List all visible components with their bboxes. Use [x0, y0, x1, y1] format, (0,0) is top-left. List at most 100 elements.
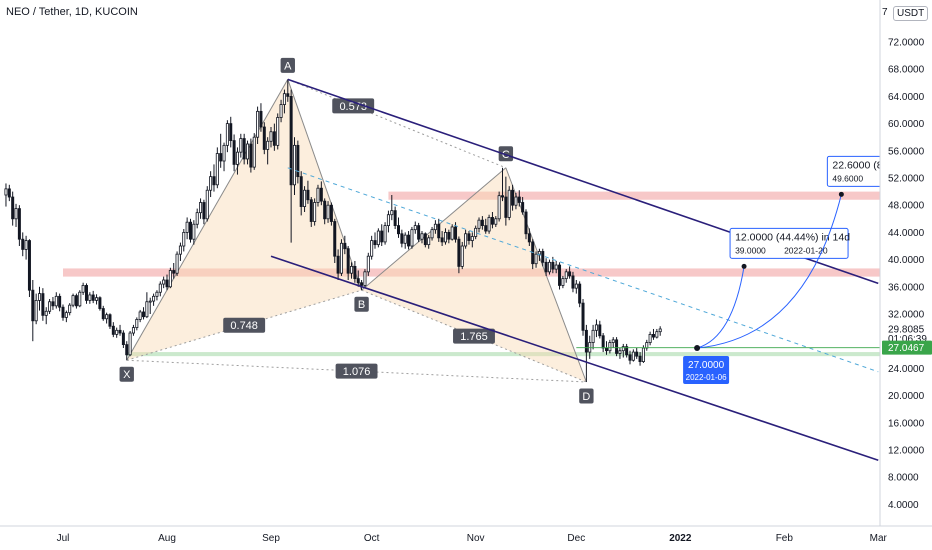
y-tick-label: 56.0000 — [888, 146, 925, 157]
candle — [105, 312, 109, 324]
candle-body — [299, 176, 303, 207]
candle-body — [558, 264, 562, 286]
candle-body — [350, 265, 354, 274]
candle — [591, 324, 595, 350]
candle — [477, 217, 481, 233]
candle-body — [121, 332, 125, 346]
candle — [188, 218, 192, 243]
forecast-target-price: 49.6000 — [832, 173, 863, 183]
candle-body — [366, 255, 370, 273]
candle — [192, 220, 196, 245]
candle-body — [155, 291, 159, 297]
candle — [296, 140, 300, 184]
candle — [323, 198, 327, 225]
candle — [292, 137, 296, 195]
candle-body — [427, 237, 431, 246]
candle — [598, 320, 602, 339]
pattern-point-d-text: D — [582, 391, 590, 403]
candle — [631, 349, 635, 362]
candle — [440, 231, 444, 246]
candle-body — [168, 270, 172, 288]
candle — [108, 313, 112, 329]
candle-body — [621, 346, 625, 352]
candle — [470, 232, 474, 248]
candle — [209, 171, 213, 198]
candle — [125, 341, 129, 361]
channel-lower-line — [270, 255, 879, 461]
candle — [14, 203, 18, 227]
forecast-target-dot-1 — [838, 191, 844, 197]
candle — [427, 235, 431, 249]
candle-body — [487, 217, 491, 232]
forecast-curve-0 — [696, 266, 745, 349]
candle — [574, 280, 578, 294]
candle-body — [658, 328, 662, 333]
candle — [333, 218, 337, 263]
candle — [91, 290, 95, 304]
candle — [615, 337, 619, 357]
candle-body — [4, 188, 8, 196]
candle — [185, 217, 189, 240]
candle-body — [27, 240, 31, 291]
pattern-ratio-line-0 — [287, 78, 507, 169]
pattern-point-a-bg — [280, 57, 295, 73]
candle-body — [504, 196, 508, 218]
candle-body — [336, 255, 340, 274]
candle-body — [108, 314, 112, 327]
pattern-point-x-text: X — [123, 369, 131, 381]
candle-body — [98, 297, 102, 309]
candle — [138, 309, 142, 323]
candle-body — [618, 350, 622, 354]
candle-body — [514, 196, 518, 206]
x-tick-label: Sep — [262, 533, 280, 544]
candle-body — [71, 295, 75, 306]
candle — [353, 260, 357, 283]
candle — [484, 218, 488, 234]
candle — [182, 229, 186, 252]
x-tick-label: Aug — [158, 533, 176, 544]
pattern-leg-BC — [361, 167, 507, 291]
candle-body — [175, 253, 179, 274]
candle-body — [527, 233, 531, 243]
pattern-ratio-label-0-bg — [332, 98, 375, 114]
candle-body — [333, 221, 337, 257]
candle-body — [145, 301, 149, 318]
candle-body — [7, 188, 11, 198]
candle-body — [638, 355, 642, 363]
candle-body — [568, 271, 572, 277]
candle-body — [142, 311, 146, 318]
candle — [316, 184, 320, 207]
candle-body — [517, 196, 521, 203]
candle — [658, 326, 662, 336]
forecast-origin-value: 27.0000 — [688, 360, 725, 371]
candle-body — [433, 223, 437, 231]
forecast-target-change: 12.0000 (44.44%) in 14d — [735, 231, 850, 243]
candle-body — [286, 93, 290, 97]
candle-body — [511, 189, 515, 206]
pattern-ratio-label-3: 1.076 — [335, 363, 378, 379]
candle — [383, 222, 387, 245]
candle-body — [185, 221, 189, 233]
candle — [61, 304, 65, 321]
pattern-ratio-line-1 — [126, 289, 362, 361]
candle-body — [272, 131, 276, 146]
candle — [279, 99, 283, 123]
y-tick-label: 4.0000 — [888, 500, 919, 511]
candle — [21, 232, 25, 257]
candle-body — [326, 204, 330, 220]
candle-body — [457, 238, 461, 267]
currency-button[interactable]: USDT — [893, 6, 929, 21]
candle — [319, 181, 323, 206]
pattern-point-d-bg — [579, 388, 594, 404]
candle — [558, 262, 562, 290]
candle — [158, 281, 162, 297]
candle-body — [541, 251, 545, 263]
candle-body — [148, 300, 152, 303]
candle — [433, 220, 437, 234]
candle — [380, 224, 384, 246]
axis-price-label-2: 27.0467 — [888, 343, 925, 354]
y-tick-label: 36.0000 — [888, 282, 925, 293]
candle-body — [95, 297, 99, 301]
candle-body — [215, 153, 219, 186]
